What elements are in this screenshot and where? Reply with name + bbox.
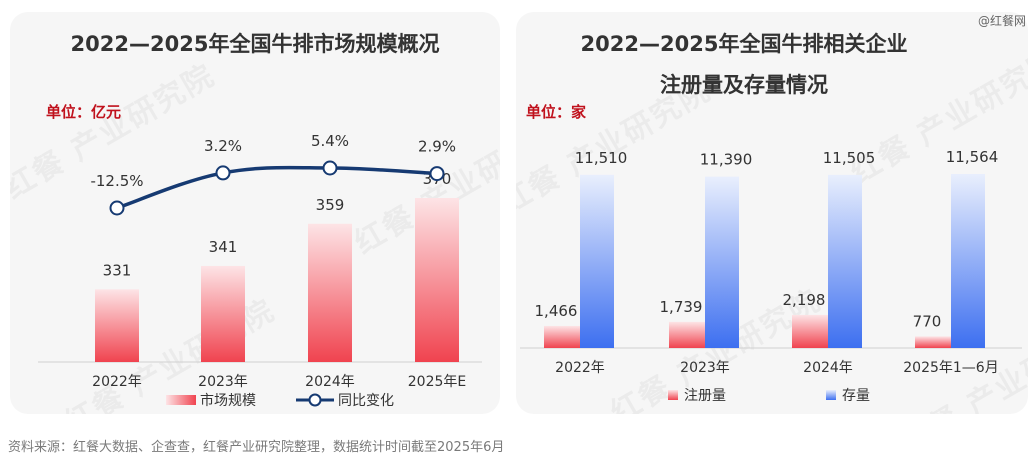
market-category-label: 2024年 bbox=[305, 374, 355, 390]
registrations-bar bbox=[915, 336, 951, 348]
stock-label: 11,390 bbox=[700, 151, 753, 169]
market-chart-unit: 单位：亿元 bbox=[46, 103, 121, 121]
yoy-change-point bbox=[429, 166, 445, 182]
market-size-label: 331 bbox=[103, 261, 132, 279]
market-chart-title: 2022—2025年全国牛排市场规模概况 bbox=[71, 32, 440, 56]
market-size-bar bbox=[308, 223, 352, 362]
legend-label-market-size: 市场规模 bbox=[200, 392, 256, 409]
yoy-change-label: 5.4% bbox=[311, 132, 349, 150]
stock-bar bbox=[828, 174, 862, 348]
yoy-change-point bbox=[215, 165, 231, 181]
market-category-label: 2022年 bbox=[92, 374, 142, 390]
yoy-change-label: -12.5% bbox=[90, 172, 143, 190]
registrations-label: 1,739 bbox=[660, 298, 703, 316]
legend-swatch-market-size bbox=[166, 395, 196, 405]
registrations-label: 2,198 bbox=[783, 291, 826, 309]
stock-bar bbox=[705, 176, 739, 348]
market-size-label: 359 bbox=[316, 196, 345, 214]
registrations-bar bbox=[544, 325, 580, 348]
stock-label: 11,564 bbox=[946, 148, 999, 166]
enterprise-category-label: 2022年 bbox=[555, 360, 605, 376]
market-size-bar bbox=[415, 198, 459, 362]
registrations-label: 770 bbox=[913, 312, 942, 330]
yoy-change-point bbox=[322, 160, 338, 176]
legend-swatch-registrations bbox=[668, 390, 678, 400]
site-watermark: @红餐网 bbox=[977, 14, 1026, 28]
legend-swatch-yoy-marker bbox=[308, 393, 322, 407]
enterprise-category-label: 2025年1—6月 bbox=[903, 360, 998, 376]
stock-label: 11,505 bbox=[823, 149, 876, 167]
enterprise-chart-title-line2: 注册量及存量情况 bbox=[660, 73, 828, 97]
stock-label: 11,510 bbox=[575, 149, 628, 167]
market-legend: 市场规模 同比变化 bbox=[166, 392, 394, 409]
stock-bar bbox=[580, 174, 614, 348]
legend-label-registrations: 注册量 bbox=[684, 388, 726, 404]
data-source-note: 资料来源：红餐大数据、企查查，红餐产业研究院整理，数据统计时间截至2025年6月 bbox=[8, 440, 505, 455]
enterprise-category-label: 2024年 bbox=[803, 360, 853, 376]
enterprise-chart-title-line1: 2022—2025年全国牛排相关企业 bbox=[581, 32, 908, 56]
enterprise-chart-unit: 单位：家 bbox=[526, 103, 586, 121]
enterprise-category-label: 2023年 bbox=[680, 360, 730, 376]
market-category-label: 2023年 bbox=[198, 374, 248, 390]
registrations-bar bbox=[669, 321, 705, 348]
market-size-bar bbox=[95, 289, 139, 362]
registrations-label: 1,466 bbox=[535, 302, 578, 320]
legend-swatch-stock bbox=[826, 390, 836, 400]
registrations-bar bbox=[792, 314, 828, 348]
yoy-change-line bbox=[116, 165, 438, 210]
legend-label-stock: 存量 bbox=[842, 388, 870, 404]
market-category-label: 2025年E bbox=[408, 374, 466, 390]
market-size-label: 341 bbox=[209, 238, 238, 256]
yoy-change-label: 3.2% bbox=[204, 137, 242, 155]
stock-bar bbox=[951, 174, 985, 348]
market-size-bar bbox=[201, 265, 245, 362]
enterprise-legend: 注册量 存量 bbox=[668, 388, 870, 404]
legend-label-yoy: 同比变化 bbox=[338, 393, 394, 409]
yoy-change-point bbox=[109, 200, 125, 216]
yoy-change-label: 2.9% bbox=[418, 138, 456, 156]
